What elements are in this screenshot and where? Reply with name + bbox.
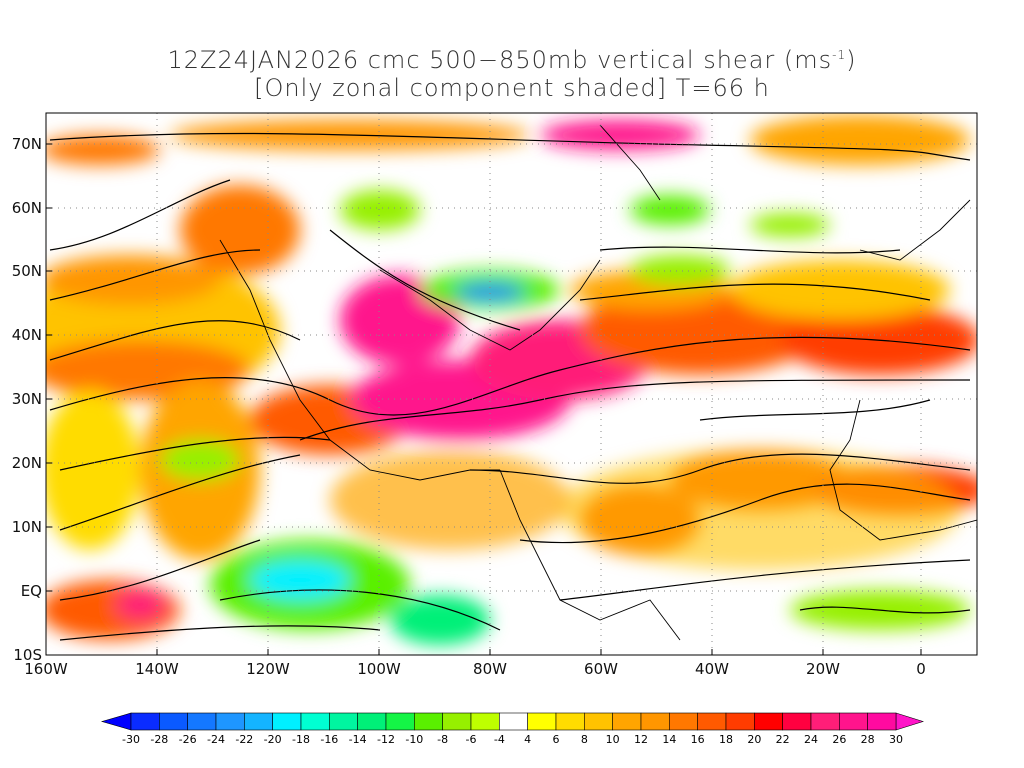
colorbar-label: 22 xyxy=(775,733,790,746)
colorbar-label: -30 xyxy=(122,733,140,746)
streamlines xyxy=(49,132,971,641)
colorbar-low-arrow xyxy=(100,712,132,731)
shear-shading xyxy=(46,113,977,655)
colorbar-label: -8 xyxy=(437,733,449,746)
colorbar-swatch xyxy=(470,712,500,731)
colorbar-swatch xyxy=(669,712,698,731)
chart-title-line1: 12Z24JAN2026 cmc 500−850mb vertical shea… xyxy=(0,46,1024,74)
lon-label: 160W xyxy=(24,660,68,678)
lat-label: 70N xyxy=(11,135,42,153)
colorbar-swatch xyxy=(244,712,273,731)
lon-label: 80W xyxy=(473,660,507,678)
colorbar-label: 26 xyxy=(832,733,847,746)
colorbar-label: 12 xyxy=(634,733,648,746)
colorbar-swatch xyxy=(584,712,613,731)
colorbar-swatch xyxy=(357,712,387,731)
colorbar-label: -14 xyxy=(348,733,367,746)
colorbar-swatch xyxy=(442,712,472,731)
colorbar-swatch xyxy=(300,712,330,731)
colorbar-swatch xyxy=(329,712,358,731)
lat-label: 60N xyxy=(11,199,42,217)
colorbar-swatch xyxy=(725,712,755,731)
lon-label: 120W xyxy=(246,660,290,678)
colorbar xyxy=(100,712,924,731)
lon-label: 60W xyxy=(584,660,618,678)
title-unit-exponent: -1 xyxy=(832,48,847,62)
colorbar-label: 4 xyxy=(524,733,532,746)
colorbar-label: 28 xyxy=(860,733,875,746)
colorbar-label: -10 xyxy=(405,733,424,746)
colorbar-label: 18 xyxy=(719,733,733,746)
lon-label: 40W xyxy=(695,660,729,678)
colorbar-swatch xyxy=(159,712,188,731)
colorbar-swatch xyxy=(215,712,245,731)
colorbar-swatch xyxy=(697,712,727,731)
colorbar-label: -24 xyxy=(207,733,225,746)
colorbar-swatch xyxy=(810,712,840,731)
colorbar-swatch xyxy=(867,712,897,731)
colorbar-label: 8 xyxy=(580,733,588,746)
colorbar-label: 16 xyxy=(690,733,705,746)
colorbar-label: -26 xyxy=(178,733,197,746)
colorbar-swatch xyxy=(527,712,557,731)
colorbar-label: -22 xyxy=(235,733,254,746)
colorbar-swatch xyxy=(640,712,670,731)
colorbar-high-arrow xyxy=(895,712,924,731)
colorbar-swatch xyxy=(499,712,528,731)
lon-label: 0 xyxy=(916,660,926,678)
colorbar-swatch xyxy=(272,712,302,731)
lat-label: 40N xyxy=(11,326,42,344)
gridlines xyxy=(46,113,977,655)
title-text: 12Z24JAN2026 cmc 500−850mb vertical shea… xyxy=(167,46,833,74)
map-frame xyxy=(45,112,978,656)
colorbar-label: -16 xyxy=(320,733,339,746)
colorbar-label: -4 xyxy=(493,733,505,746)
colorbar-label: 14 xyxy=(662,733,677,746)
title-paren: ) xyxy=(846,46,857,74)
lat-label: 10N xyxy=(11,518,42,536)
colorbar-swatch xyxy=(414,712,443,731)
lon-label: 20W xyxy=(806,660,840,678)
chart-title-line2: [Only zonal component shaded] T=66 h xyxy=(254,74,770,102)
colorbar-swatch xyxy=(782,712,812,731)
colorbar-label: -20 xyxy=(263,733,282,746)
colorbar-label: -6 xyxy=(465,733,477,746)
lon-label: 140W xyxy=(135,660,179,678)
colorbar-label: 10 xyxy=(605,733,620,746)
colorbar-label: 24 xyxy=(804,733,818,746)
colorbar-swatch xyxy=(130,712,160,731)
colorbar-swatch xyxy=(754,712,783,731)
lon-label: 100W xyxy=(357,660,401,678)
colorbar-swatch xyxy=(187,712,217,731)
lat-label: 30N xyxy=(11,390,42,408)
lat-label: 20N xyxy=(11,454,42,472)
colorbar-swatch xyxy=(839,712,868,731)
coastlines xyxy=(219,124,977,641)
lat-label: 10S xyxy=(13,646,42,664)
lat-label: EQ xyxy=(20,582,42,600)
colorbar-label: 20 xyxy=(747,733,762,746)
lat-label: 50N xyxy=(11,262,42,280)
colorbar-swatch xyxy=(385,712,415,731)
colorbar-swatch xyxy=(612,712,642,731)
colorbar-label: -28 xyxy=(150,733,169,746)
colorbar-swatch xyxy=(555,712,585,731)
colorbar-label: -18 xyxy=(292,733,310,746)
colorbar-label: -12 xyxy=(377,733,395,746)
colorbar-label: 30 xyxy=(889,733,903,746)
colorbar-label: 6 xyxy=(552,733,560,746)
